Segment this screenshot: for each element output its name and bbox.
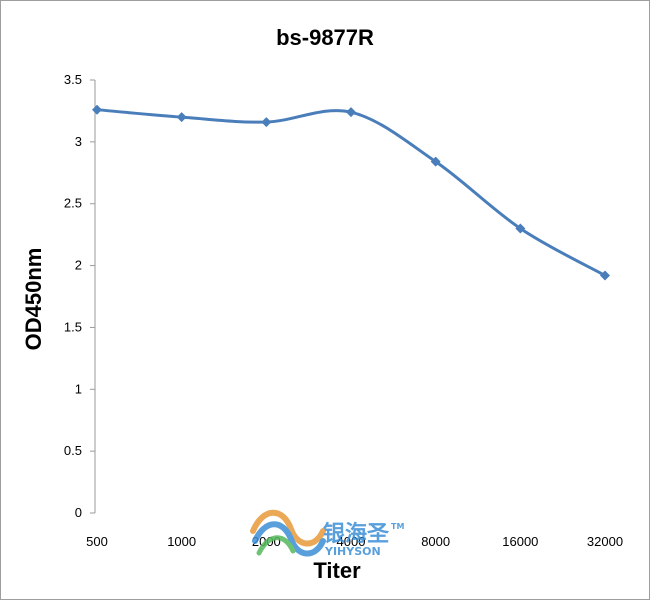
x-tick-label: 4000 xyxy=(337,534,366,549)
x-tick-label: 32000 xyxy=(587,534,623,549)
data-point-marker xyxy=(515,223,526,234)
wave-logo-icon xyxy=(250,509,326,557)
y-tick-label: 0 xyxy=(75,505,82,520)
y-tick-label: 3 xyxy=(75,134,82,149)
data-point-marker xyxy=(430,156,441,167)
series-layer xyxy=(92,104,610,281)
y-axis-title: OD450nm xyxy=(21,248,46,351)
series-line xyxy=(96,108,606,277)
x-tick-label: 8000 xyxy=(421,534,450,549)
watermark-en-text: YIHYSON xyxy=(324,545,381,558)
y-tick-label: 1 xyxy=(75,381,82,396)
data-point-marker xyxy=(176,112,187,123)
y-tick-label: 2.5 xyxy=(64,196,82,211)
y-tick-label: 1.5 xyxy=(64,319,82,334)
x-tick-label: 500 xyxy=(86,534,108,549)
data-point-marker xyxy=(346,107,356,118)
x-axis-title: Titer xyxy=(313,558,361,583)
y-axis-ticks: 0 0.5 1 1.5 2 2.5 3 3.5 xyxy=(64,72,95,520)
watermark-logo: 银海圣 TM YIHYSON xyxy=(250,509,404,558)
watermark-tm: TM xyxy=(391,522,404,531)
y-tick-label: 0.5 xyxy=(64,443,82,458)
x-tick-label: 16000 xyxy=(502,534,538,549)
x-tick-label: 1000 xyxy=(167,534,196,549)
y-tick-label: 3.5 xyxy=(64,72,82,87)
data-point-marker xyxy=(92,104,102,115)
watermark-cn-text: 银海圣 xyxy=(323,521,390,547)
y-tick-label: 2 xyxy=(75,258,82,273)
chart-title: bs-9877R xyxy=(276,25,374,50)
data-point-marker xyxy=(261,117,272,128)
data-point-marker xyxy=(600,270,610,281)
